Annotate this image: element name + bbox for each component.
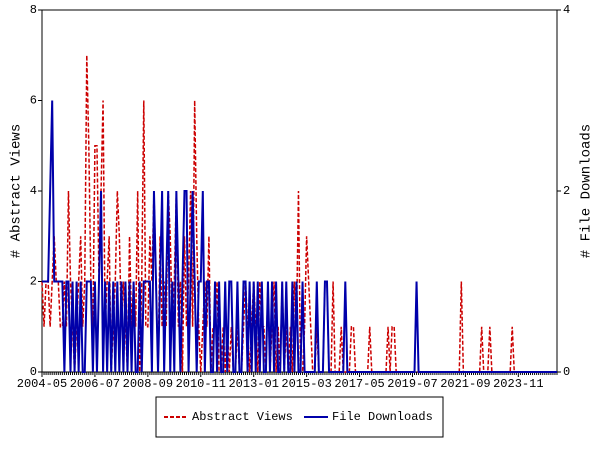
x-tick-label: 2015-03	[281, 377, 331, 391]
y-tick-label: 4	[30, 184, 37, 198]
y2-tick-label: 0	[563, 365, 570, 379]
x-tick-label: 2017-05	[334, 377, 384, 391]
y2-axis-label: # File Downloads	[579, 124, 595, 258]
x-tick-label: 2021-09	[440, 377, 490, 391]
y2-tick-label: 4	[563, 3, 570, 17]
x-tick-label: 2006-07	[70, 377, 120, 391]
y-axis-label: # Abstract Views	[9, 124, 25, 258]
x-tick-label: 2010-11	[176, 377, 226, 391]
y-tick-label: 2	[30, 275, 37, 289]
x-tick-label: 2023-11	[493, 377, 543, 391]
y-tick-label: 8	[30, 3, 37, 17]
x-tick-label: 2013-01	[228, 377, 278, 391]
series-line	[42, 100, 557, 373]
x-tick-label: 2008-09	[123, 377, 173, 391]
y-tick-label: 6	[30, 94, 37, 108]
legend-label: File Downloads	[332, 410, 433, 424]
legend-box	[155, 396, 444, 438]
y-tick-label: 0	[30, 365, 37, 379]
legend-label: Abstract Views	[192, 410, 293, 424]
y2-tick-label: 2	[563, 184, 570, 198]
x-tick-label: 2004-05	[17, 377, 67, 391]
x-tick-label: 2019-07	[387, 377, 437, 391]
